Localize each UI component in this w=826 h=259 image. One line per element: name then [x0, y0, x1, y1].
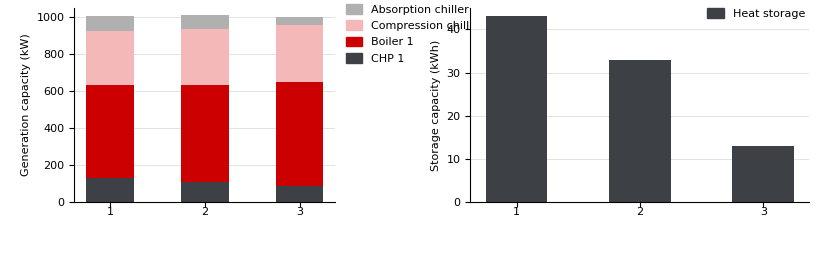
Bar: [86, 17, 134, 31]
Legend: Absorption chiller, Compression chiller, Boiler 1, CHP 1: Absorption chiller, Compression chiller,…: [346, 4, 481, 64]
Bar: [86, 178, 134, 202]
Bar: [733, 146, 794, 202]
Bar: [86, 85, 134, 178]
Bar: [181, 182, 229, 202]
Y-axis label: Generation capacity (kW): Generation capacity (kW): [21, 33, 31, 176]
Bar: [181, 29, 229, 84]
Bar: [276, 17, 324, 25]
Bar: [181, 84, 229, 182]
Bar: [276, 82, 324, 186]
Bar: [276, 25, 324, 82]
Legend: Heat storage: Heat storage: [703, 4, 809, 24]
Bar: [276, 186, 324, 202]
Bar: [609, 60, 671, 202]
Bar: [86, 31, 134, 85]
Bar: [181, 15, 229, 29]
Y-axis label: Storage capacity (kWh): Storage capacity (kWh): [431, 39, 441, 170]
Bar: [486, 16, 548, 202]
